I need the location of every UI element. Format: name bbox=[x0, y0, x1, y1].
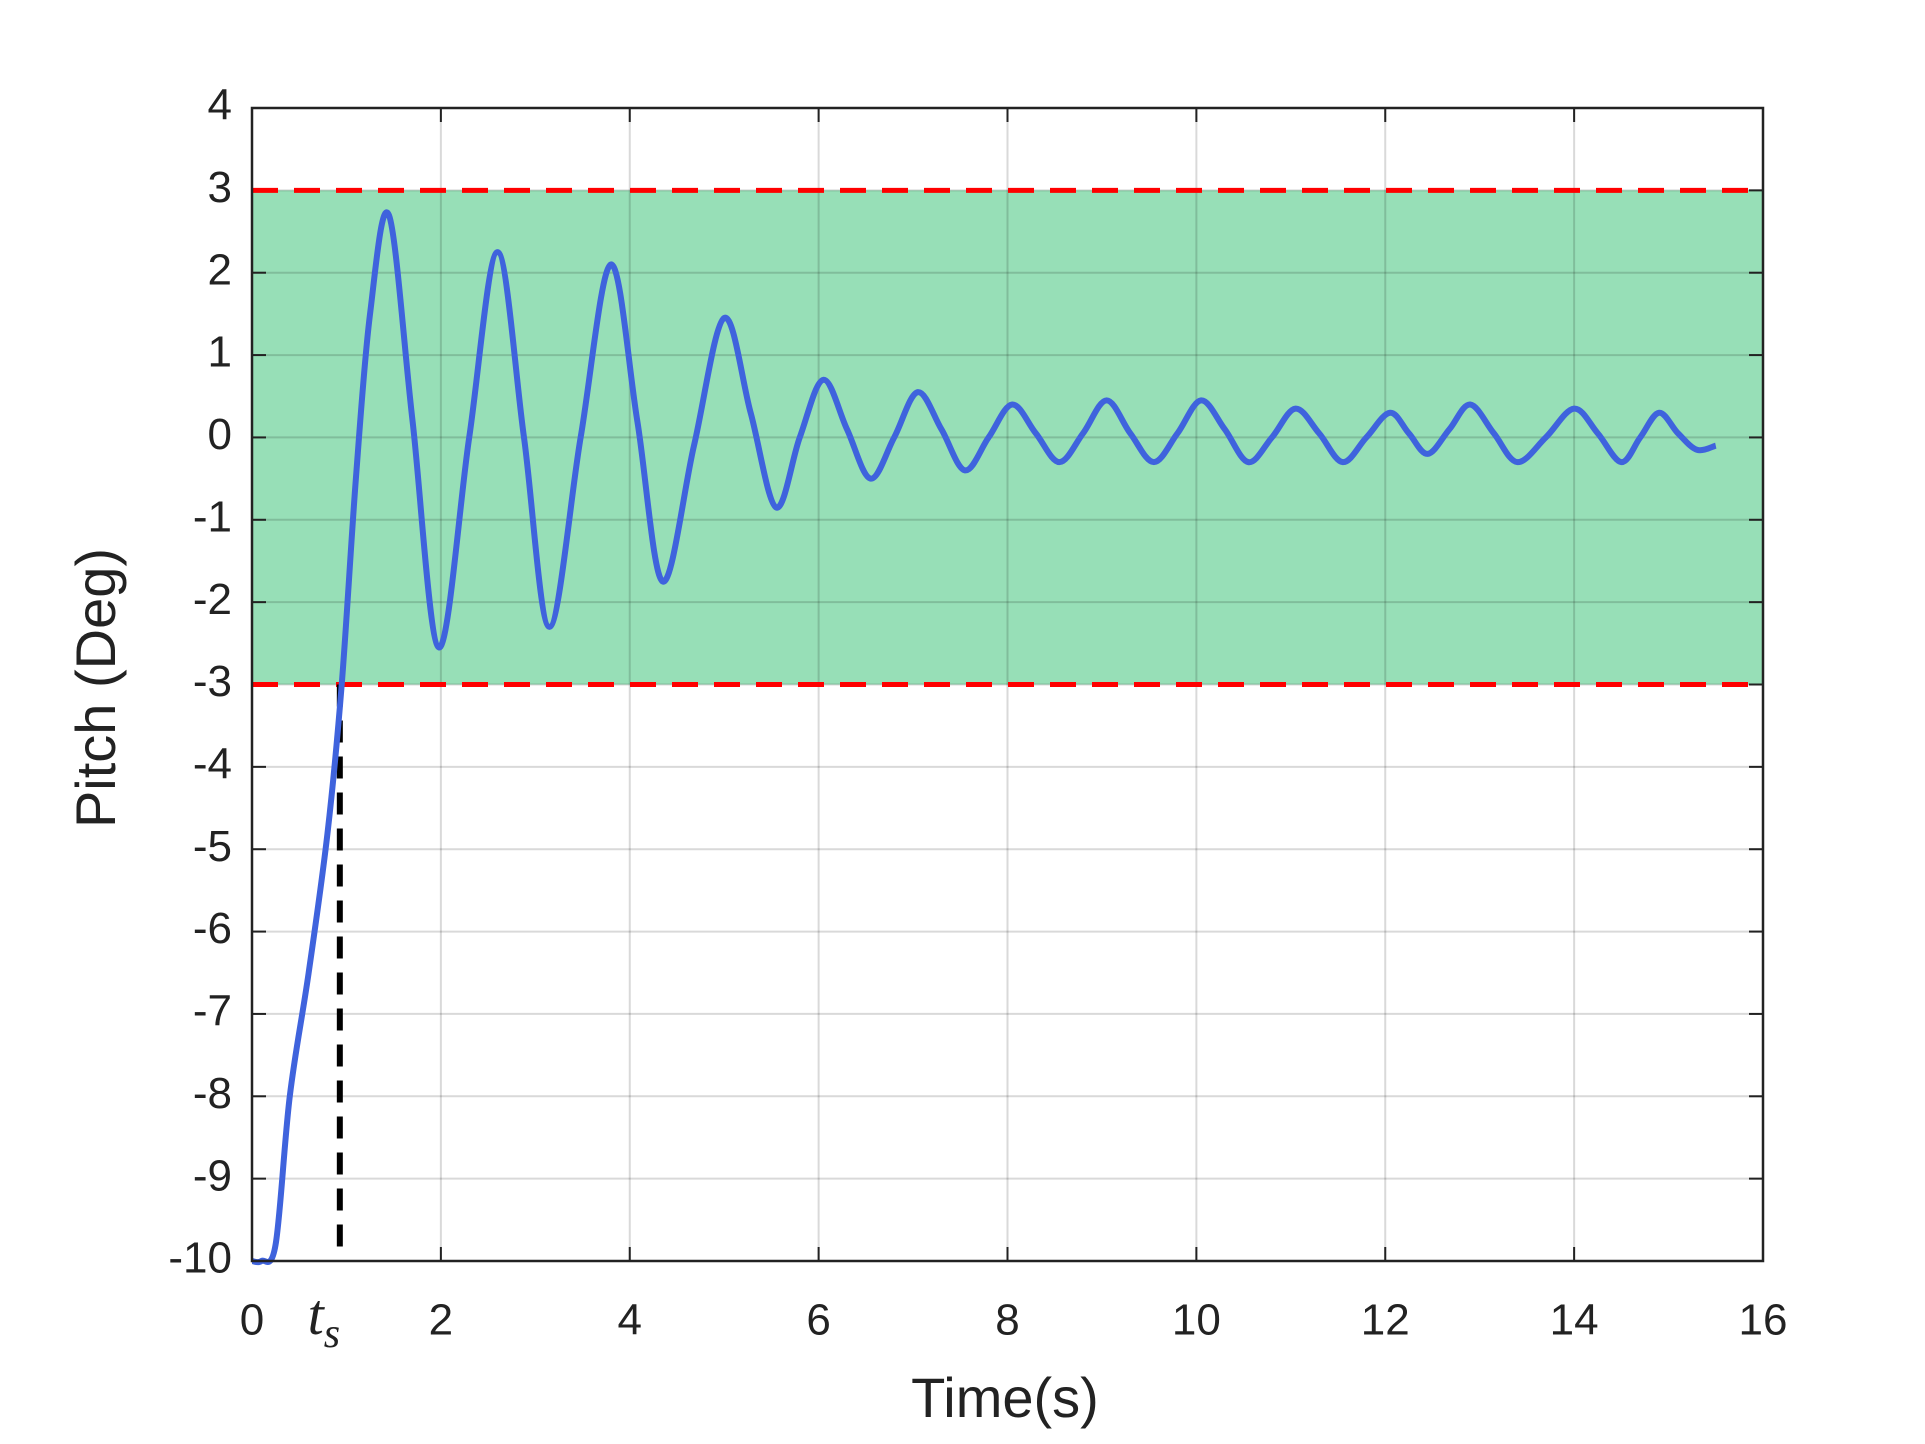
y-tick-label: -5 bbox=[193, 822, 232, 871]
annotation-main: t bbox=[308, 1282, 326, 1347]
x-axis-label: Time(s) bbox=[911, 1366, 1099, 1429]
x-tick-label: 6 bbox=[806, 1296, 830, 1345]
x-tick-label: 10 bbox=[1172, 1296, 1221, 1345]
x-tick-label: 16 bbox=[1739, 1296, 1788, 1345]
x-tick-label: 14 bbox=[1550, 1296, 1599, 1345]
settling-time-label: ts bbox=[308, 1282, 340, 1356]
y-tick-label: -1 bbox=[193, 492, 232, 541]
x-tick-label: 4 bbox=[618, 1296, 642, 1345]
y-tick-label: -3 bbox=[193, 657, 232, 706]
x-tick-label: 12 bbox=[1361, 1296, 1410, 1345]
annotation-sub: s bbox=[324, 1311, 340, 1357]
axes-frame bbox=[250, 106, 1765, 1263]
y-tick-label: -10 bbox=[168, 1234, 232, 1283]
y-tick-label: -6 bbox=[193, 904, 232, 953]
y-tick-label: -8 bbox=[193, 1069, 232, 1118]
x-tick-label: 2 bbox=[429, 1296, 453, 1345]
y-tick-label: -7 bbox=[193, 987, 232, 1036]
y-tick-label: -2 bbox=[193, 575, 232, 624]
data-line bbox=[251, 209, 1717, 1266]
y-tick-label: 3 bbox=[208, 163, 232, 212]
y-tick-label: -4 bbox=[193, 739, 232, 788]
y-tick-label: -9 bbox=[193, 1151, 232, 1200]
y-tick-label: 0 bbox=[208, 410, 232, 459]
y-tick-label: 1 bbox=[208, 328, 232, 377]
y-axis-label: Pitch (Deg) bbox=[64, 548, 127, 828]
x-tick-label: 0 bbox=[240, 1296, 264, 1345]
y-tick-label: 4 bbox=[208, 81, 232, 130]
x-tick-label: 8 bbox=[995, 1296, 1019, 1345]
y-tick-label: 2 bbox=[208, 245, 232, 294]
